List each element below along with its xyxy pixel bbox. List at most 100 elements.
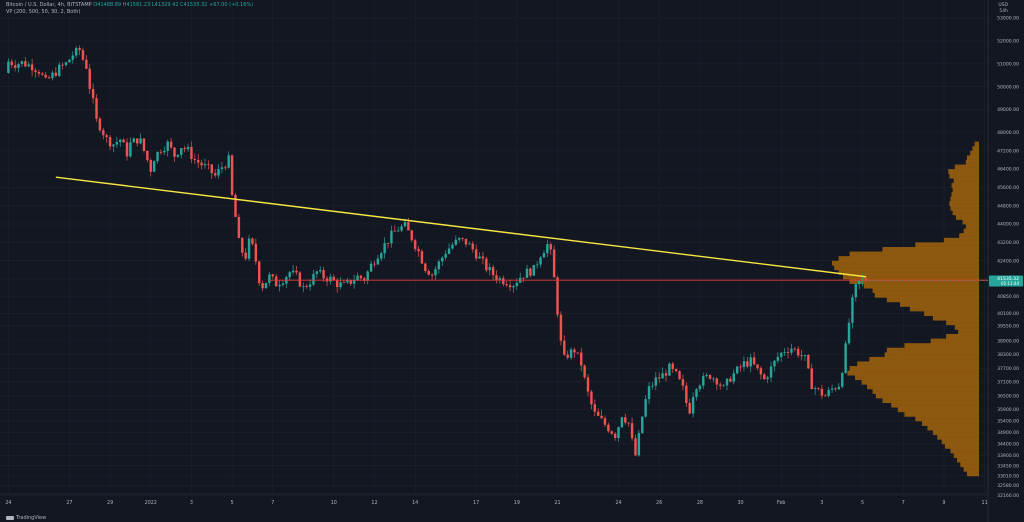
candle-body [841,372,844,387]
candle-body [722,385,725,387]
volume-profile-bar [886,297,979,303]
candle-body [695,389,698,398]
candle-body [413,240,417,249]
volume-profile-bar [915,416,979,422]
time-tick-label: 21 [554,500,560,506]
indicator-label[interactable]: VP (200, 500, 50, 30, 2, Both) [6,9,81,15]
candle-body [403,222,407,227]
volume-profile-bar [932,315,979,321]
candle-body [281,283,285,285]
candle-body [149,160,152,172]
volume-profile-bar [957,457,979,463]
time-tick-label: 10 [331,500,337,506]
volume-profile-bar [950,205,979,211]
candle-body [474,249,478,259]
volume-profile-bar [855,375,979,381]
candle-body [495,275,498,280]
price-tick-label: 51000.00 [997,61,1019,67]
currency-label[interactable]: USD 54h [998,3,1008,15]
candle-body [837,386,841,390]
candle-body [718,384,722,386]
candle-body [203,164,207,166]
candle-body [854,284,858,298]
price-tick-label: 44800.00 [997,203,1019,209]
candle-body [542,253,546,258]
candle-body [539,257,542,265]
volume-profile-bar [921,421,979,426]
price-tick-label: 38900.00 [997,338,1019,344]
candle-body [61,64,64,66]
candle-body [254,243,258,262]
candle-body [454,239,458,245]
candle-body [258,261,261,284]
candle-body [207,164,210,165]
volume-profile-bar [970,150,979,156]
candle-body [142,138,146,151]
price-tick-label: 36500.00 [997,393,1019,399]
time-tick-label: 12 [371,500,377,506]
candle-body [295,270,298,273]
price-tick-label: 39550.00 [997,324,1019,330]
volume-profile-bar [842,274,979,280]
candle-body [830,388,834,390]
time-axis[interactable]: 24 27 29 2022 3 5 7 10 12 14 17 19 21 24 26 28 30 Feb 3 5 7 9… [5,500,987,506]
candle-body [535,264,539,266]
candle-body [508,285,512,288]
candle-body [857,280,861,285]
candle-body [732,373,735,382]
candle-body [424,263,427,272]
price-tick-label: 52000.00 [997,38,1019,44]
candle-body [278,284,281,287]
candle-body [146,150,149,161]
candle-body [393,230,397,232]
candle-body [129,142,132,157]
candle-body [668,363,671,376]
candle-body [125,142,129,157]
symbol-title[interactable]: Bitcoin / U.S. Dollar, 4h, BITSTAMP [6,2,92,8]
candle-body [366,271,369,281]
candle-body [813,388,817,390]
time-tick-label: 24 [5,500,11,506]
candle-body [742,361,746,368]
volume-profile-bar [941,439,979,445]
candle-body [200,162,203,166]
candle-body [210,164,213,174]
price-axis[interactable]: 53000.00 52000.00 51000.00 50000.00 49000.00… [997,16,1019,499]
candle-body [586,377,590,392]
volume-profile-bar [949,201,979,207]
candle-body [441,257,444,262]
candle-body [244,252,247,259]
candle-body [427,271,430,275]
volume-profile-bar [951,182,979,188]
candle-body [183,148,186,150]
candle-body [122,139,125,143]
candle-body [349,279,352,284]
candle-body [27,64,30,67]
candle-body [302,286,305,287]
candle-body [637,433,641,456]
time-tick-label: 27 [66,500,72,506]
candle-body [20,61,24,65]
price-tick-label: 37100.00 [997,380,1019,386]
candle-body [298,272,302,287]
volume-profile-bar [966,155,979,161]
volume-profile-bar [886,347,979,353]
candle-body [698,385,702,390]
volume-profile-bar [955,214,979,220]
candle-body [800,355,803,357]
time-tick-label: 3 [820,500,823,506]
candle-body [559,314,563,341]
volume-profile-bar [872,288,979,294]
indicator-legend: VP (200, 500, 50, 30, 2, Both) [6,9,80,15]
candle-body [288,272,291,278]
time-tick-label: 9 [942,500,945,506]
volume-profile-bar [849,251,979,257]
candle-body [613,433,617,438]
volume-profile-bar [849,366,979,371]
candle-body [261,283,264,289]
time-tick-label: 24 [615,500,621,506]
tradingview-logo[interactable]: TradingView [6,515,46,521]
candle-body [556,277,559,315]
candle-body [319,270,322,272]
